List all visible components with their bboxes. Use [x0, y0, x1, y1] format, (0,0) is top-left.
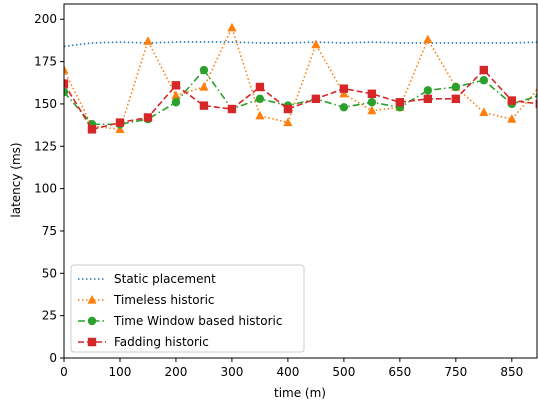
data-point: [64, 79, 69, 88]
series-line: [64, 68, 537, 131]
data-point: [283, 104, 293, 114]
data-point: [311, 94, 321, 104]
data-point: [171, 81, 181, 90]
legend-marker: [87, 295, 97, 304]
data-point: [395, 98, 405, 107]
data-point: [339, 103, 349, 112]
data-point: [535, 99, 537, 109]
x-tick-label: 400: [276, 365, 299, 379]
legend-label: Static placement: [114, 272, 216, 286]
data-point: [199, 81, 209, 91]
y-tick-label: 25: [42, 309, 57, 323]
data-point: [367, 89, 377, 98]
series-0: [64, 41, 537, 48]
data-point: [227, 22, 237, 32]
data-point: [479, 65, 489, 75]
y-tick-label: 50: [42, 266, 57, 280]
data-point: [339, 88, 349, 98]
data-point: [283, 117, 293, 127]
x-tick-label: 500: [332, 365, 355, 379]
x-axis-label: time (m): [274, 386, 326, 400]
data-point: [423, 86, 433, 95]
series-line: [64, 41, 537, 48]
data-point: [64, 65, 69, 74]
data-point: [199, 65, 209, 75]
legend-entry: Time Window based historic: [78, 314, 282, 328]
series-3: [64, 65, 537, 134]
x-tick-label: 300: [220, 365, 243, 379]
x-tick-label: 0: [60, 365, 68, 379]
legend-entry: Timeless historic: [78, 293, 215, 307]
x-tick-label: 750: [444, 365, 467, 379]
legend-entry: Fadding historic: [78, 335, 209, 349]
x-tick-label: 200: [164, 365, 187, 379]
legend-box: [70, 264, 305, 353]
data-point: [479, 107, 489, 117]
data-point: [227, 104, 237, 114]
legend-label: Timeless historic: [113, 293, 215, 307]
series-layer: [64, 22, 537, 134]
data-point: [171, 90, 181, 100]
legend-label: Time Window based historic: [113, 314, 282, 328]
data-point: [311, 39, 321, 49]
data-point: [143, 113, 153, 122]
data-point: [507, 96, 517, 105]
data-point: [115, 118, 125, 127]
plot-frame: [63, 3, 538, 359]
data-point: [143, 36, 153, 45]
data-point: [255, 94, 265, 104]
data-point: [171, 98, 181, 107]
y-tick-label: 200: [34, 12, 57, 26]
legend-label: Fadding historic: [114, 335, 209, 349]
series-2: [64, 65, 537, 129]
legend-marker: [87, 316, 97, 326]
x-tick-label: 650: [388, 365, 411, 379]
data-point: [367, 98, 377, 107]
data-point: [255, 82, 265, 92]
data-point: [339, 84, 349, 93]
data-point: [199, 101, 209, 110]
y-tick-label: 100: [34, 182, 57, 196]
legend-entry: Static placement: [78, 272, 216, 286]
axes-layer: 0 25 50 75 100 125 150 175 200 0 100 200 300 400 500 65…: [34, 3, 538, 379]
data-point: [115, 124, 125, 133]
y-axis-label: latency (ms): [9, 142, 23, 217]
data-point: [451, 94, 461, 104]
data-point: [367, 105, 377, 115]
data-point: [423, 94, 433, 104]
x-tick-label: 100: [109, 365, 132, 379]
data-point: [451, 82, 461, 92]
data-point: [64, 87, 69, 97]
data-point: [423, 34, 433, 44]
legend-marker: [87, 337, 97, 347]
y-tick-label: 175: [34, 55, 57, 69]
data-point: [479, 76, 489, 85]
y-tick-label: 125: [34, 139, 57, 153]
y-tick-label: 150: [34, 97, 57, 111]
series-1: [64, 22, 537, 133]
y-tick-label: 0: [49, 351, 57, 365]
x-tick-label: 850: [500, 365, 523, 379]
data-point: [255, 110, 265, 120]
data-point: [87, 125, 97, 134]
y-tick-label: 75: [42, 224, 57, 238]
data-point: [507, 114, 517, 123]
legend: Static placement Timeless historic Time Wi…: [70, 264, 305, 353]
series-line: [64, 68, 537, 126]
